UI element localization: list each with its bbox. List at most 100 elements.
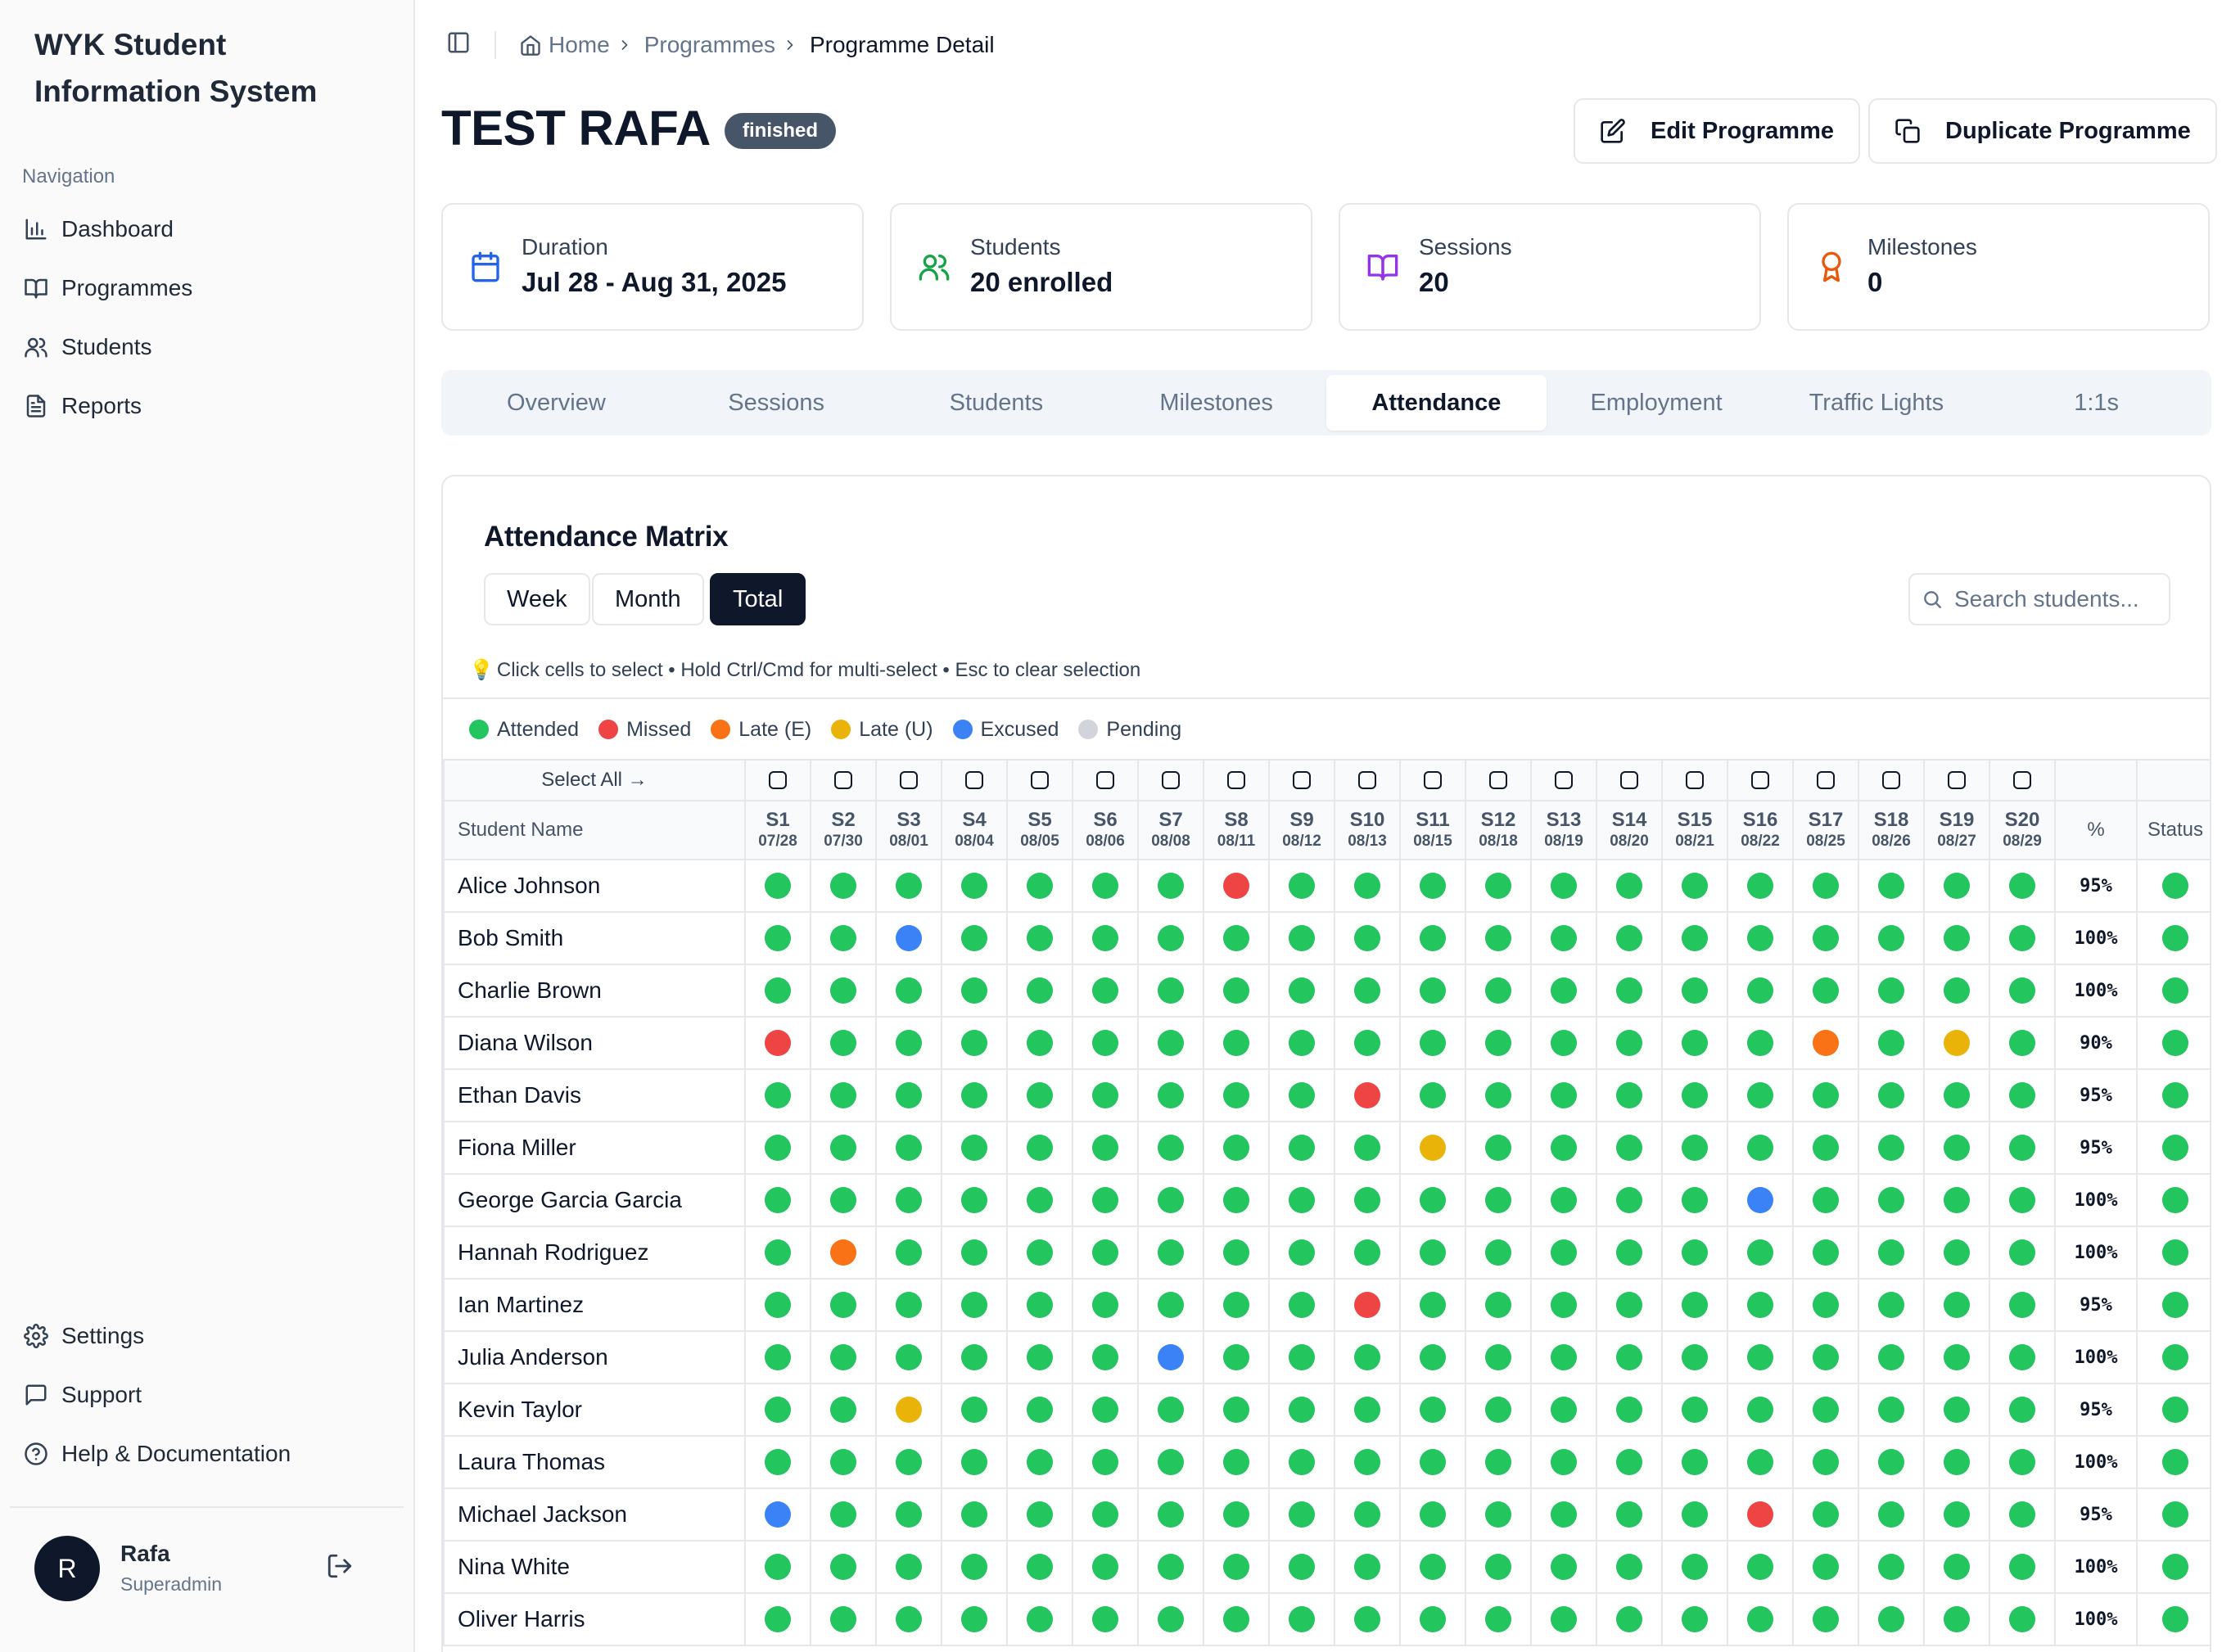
attendance-cell[interactable] — [1334, 1435, 1401, 1489]
attendance-cell[interactable] — [1137, 1540, 1204, 1594]
attendance-cell[interactable] — [1989, 1068, 2056, 1122]
attendance-cell[interactable] — [1858, 1383, 1925, 1437]
attendance-cell[interactable] — [1268, 911, 1335, 965]
session-header[interactable]: S4 08/04 — [941, 800, 1008, 860]
attendance-cell[interactable] — [1399, 1487, 1466, 1541]
attendance-cell[interactable] — [875, 859, 942, 913]
attendance-cell[interactable] — [1006, 1068, 1073, 1122]
attendance-cell[interactable] — [1596, 1592, 1663, 1646]
student-name[interactable]: Bob Smith — [443, 911, 746, 965]
attendance-cell[interactable] — [1399, 1016, 1466, 1070]
attendance-cell[interactable] — [1989, 1225, 2056, 1280]
attendance-cell[interactable] — [875, 1016, 942, 1070]
session-checkbox[interactable] — [1227, 771, 1245, 789]
attendance-cell[interactable] — [1989, 1330, 2056, 1384]
session-header[interactable]: S6 08/06 — [1072, 800, 1139, 860]
attendance-cell[interactable] — [1072, 1592, 1139, 1646]
attendance-cell[interactable] — [810, 1330, 877, 1384]
attendance-cell[interactable] — [744, 1278, 811, 1332]
view-total-button[interactable]: Total — [710, 573, 806, 625]
attendance-cell[interactable] — [1203, 859, 1270, 913]
attendance-cell[interactable] — [1072, 1487, 1139, 1541]
attendance-cell[interactable] — [1792, 1121, 1859, 1175]
attendance-cell[interactable] — [1858, 1330, 1925, 1384]
attendance-cell[interactable] — [810, 1225, 877, 1280]
attendance-cell[interactable] — [1727, 964, 1794, 1018]
attendance-cell[interactable] — [1858, 911, 1925, 965]
attendance-cell[interactable] — [1923, 1330, 1990, 1384]
attendance-cell[interactable] — [1596, 964, 1663, 1018]
attendance-cell[interactable] — [1072, 1225, 1139, 1280]
attendance-cell[interactable] — [1661, 964, 1728, 1018]
attendance-cell[interactable] — [1203, 1016, 1270, 1070]
session-header[interactable]: S7 08/08 — [1137, 800, 1204, 860]
session-header[interactable]: S17 08/25 — [1792, 800, 1859, 860]
student-name[interactable]: Laura Thomas — [443, 1435, 746, 1489]
attendance-cell[interactable] — [1596, 1435, 1663, 1489]
attendance-cell[interactable] — [1923, 1173, 1990, 1227]
session-checkbox[interactable] — [2013, 771, 2031, 789]
attendance-cell[interactable] — [1465, 1068, 1532, 1122]
attendance-cell[interactable] — [1465, 859, 1532, 913]
attendance-cell[interactable] — [1530, 1435, 1597, 1489]
student-name[interactable]: Diana Wilson — [443, 1016, 746, 1070]
attendance-cell[interactable] — [1923, 1225, 1990, 1280]
attendance-cell[interactable] — [1858, 1068, 1925, 1122]
attendance-cell[interactable] — [1006, 1540, 1073, 1594]
attendance-cell[interactable] — [1989, 1592, 2056, 1646]
student-name[interactable]: George Garcia Garcia — [443, 1173, 746, 1227]
student-name[interactable]: Hannah Rodriguez — [443, 1225, 746, 1280]
attendance-cell[interactable] — [744, 1435, 811, 1489]
session-checkbox[interactable] — [834, 771, 852, 789]
attendance-cell[interactable] — [1465, 1487, 1532, 1541]
attendance-cell[interactable] — [875, 1278, 942, 1332]
attendance-cell[interactable] — [1203, 1068, 1270, 1122]
sidebar-item-programmes[interactable]: Programmes — [22, 267, 391, 309]
attendance-cell[interactable] — [1530, 1225, 1597, 1280]
attendance-cell[interactable] — [1923, 1540, 1990, 1594]
attendance-cell[interactable] — [810, 964, 877, 1018]
attendance-cell[interactable] — [744, 911, 811, 965]
attendance-cell[interactable] — [1072, 1016, 1139, 1070]
attendance-cell[interactable] — [1923, 1016, 1990, 1070]
session-header[interactable]: S16 08/22 — [1727, 800, 1794, 860]
attendance-cell[interactable] — [1268, 1383, 1335, 1437]
student-name[interactable]: Michael Jackson — [443, 1487, 746, 1541]
attendance-cell[interactable] — [1137, 964, 1204, 1018]
attendance-cell[interactable] — [1530, 1330, 1597, 1384]
tab-milestones[interactable]: Milestones — [1159, 389, 1273, 416]
attendance-cell[interactable] — [1268, 964, 1335, 1018]
attendance-cell[interactable] — [1268, 1121, 1335, 1175]
attendance-cell[interactable] — [1596, 911, 1663, 965]
attendance-cell[interactable] — [1858, 1121, 1925, 1175]
attendance-cell[interactable] — [1596, 1540, 1663, 1594]
logout-button[interactable] — [326, 1552, 359, 1585]
attendance-cell[interactable] — [1792, 1278, 1859, 1332]
session-header[interactable]: S9 08/12 — [1268, 800, 1335, 860]
attendance-cell[interactable] — [1268, 1540, 1335, 1594]
view-week-button[interactable]: Week — [484, 573, 590, 625]
attendance-cell[interactable] — [1399, 964, 1466, 1018]
attendance-cell[interactable] — [1661, 1435, 1728, 1489]
attendance-cell[interactable] — [1399, 911, 1466, 965]
attendance-cell[interactable] — [1203, 1383, 1270, 1437]
attendance-cell[interactable] — [1530, 1383, 1597, 1437]
attendance-cell[interactable] — [1989, 911, 2056, 965]
student-name[interactable]: Charlie Brown — [443, 964, 746, 1018]
attendance-cell[interactable] — [1792, 859, 1859, 913]
attendance-cell[interactable] — [1006, 1592, 1073, 1646]
attendance-cell[interactable] — [744, 1225, 811, 1280]
attendance-cell[interactable] — [1661, 1121, 1728, 1175]
attendance-cell[interactable] — [1399, 1225, 1466, 1280]
breadcrumb-home[interactable]: Home — [519, 32, 610, 58]
sidebar-item-support[interactable]: Support — [22, 1374, 391, 1416]
attendance-cell[interactable] — [1006, 859, 1073, 913]
session-header[interactable]: S3 08/01 — [875, 800, 942, 860]
attendance-cell[interactable] — [1858, 859, 1925, 913]
attendance-cell[interactable] — [1465, 1225, 1532, 1280]
attendance-cell[interactable] — [1137, 1016, 1204, 1070]
attendance-cell[interactable] — [1334, 1225, 1401, 1280]
attendance-cell[interactable] — [1661, 1016, 1728, 1070]
attendance-cell[interactable] — [1465, 1540, 1532, 1594]
attendance-cell[interactable] — [1072, 1435, 1139, 1489]
